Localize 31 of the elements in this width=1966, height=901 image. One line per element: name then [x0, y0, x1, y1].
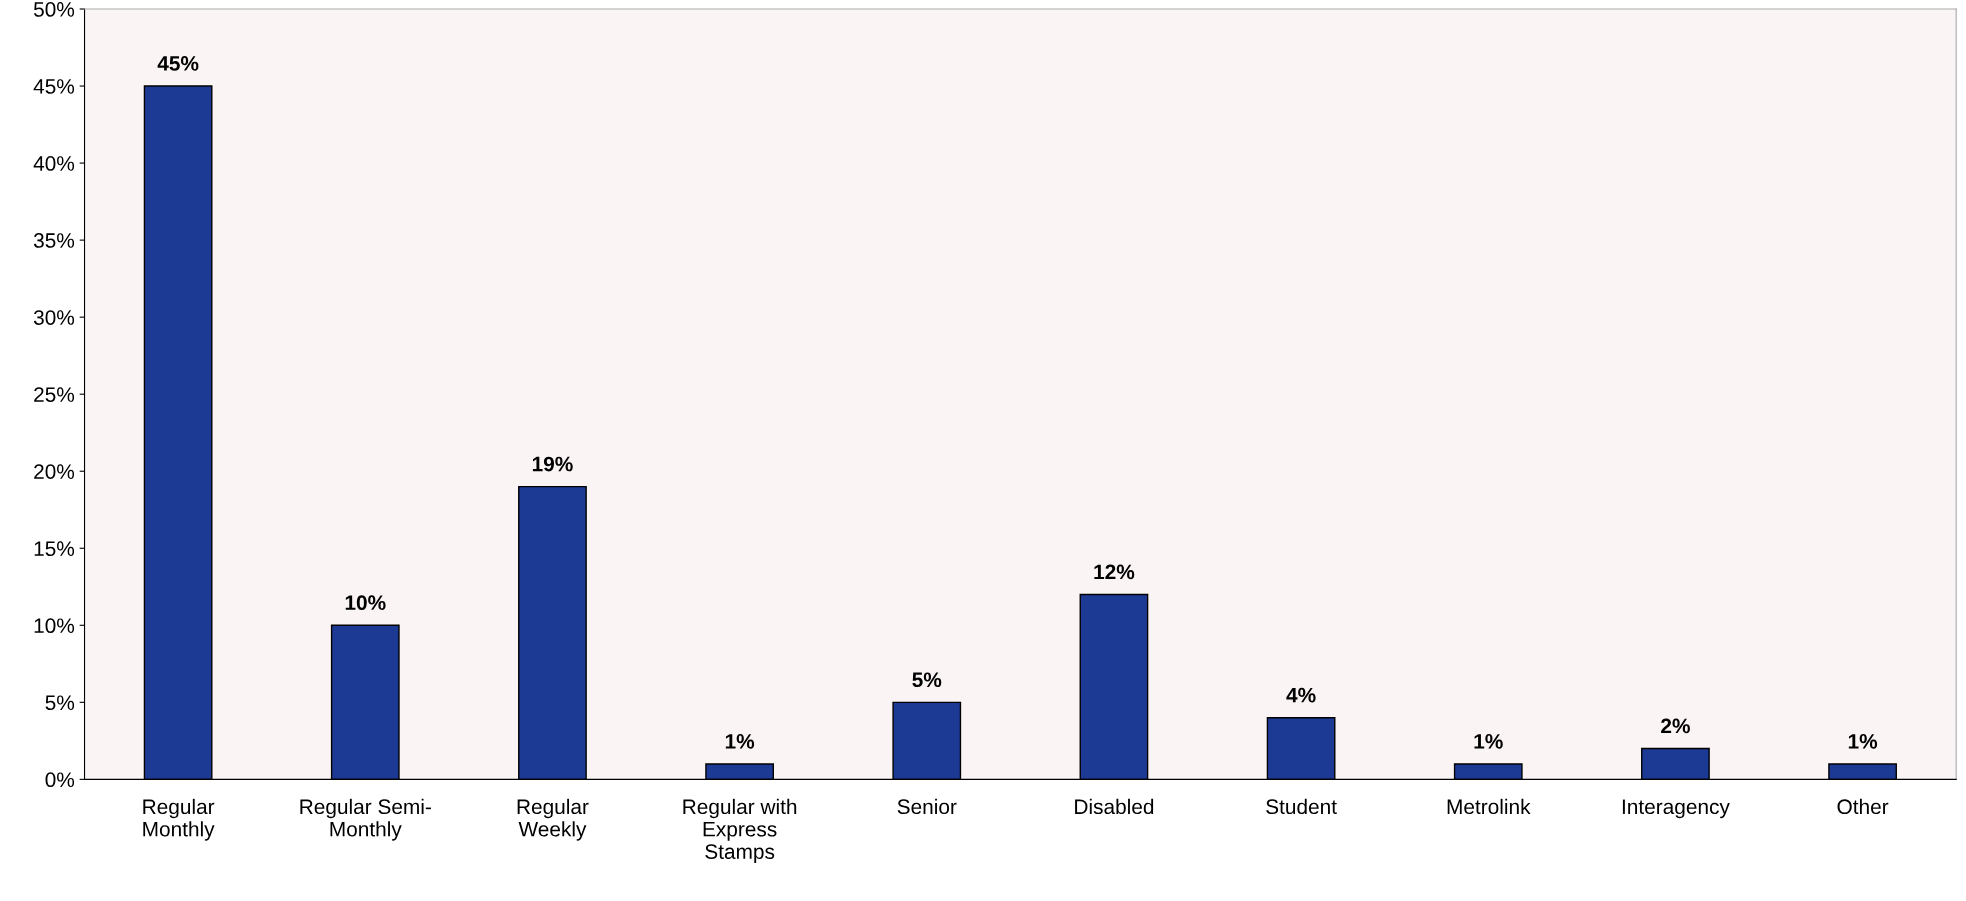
- data-label: 1%: [725, 734, 755, 749]
- data-label: 1%: [1474, 734, 1503, 749]
- y-tick-label: 40%: [33, 156, 75, 171]
- data-label: 10%: [345, 595, 386, 611]
- x-tick-label: Interagency: [1622, 799, 1730, 819]
- x-tick-label: Regular with Express Stamps: [683, 798, 797, 864]
- y-tick-label: 10%: [34, 618, 75, 634]
- data-label: 12%: [1094, 564, 1135, 580]
- data-label: 4%: [1286, 687, 1316, 703]
- x-tick-label: Metrolink: [1447, 798, 1531, 815]
- x-tick-label: Other: [1837, 798, 1889, 815]
- y-tick-label: 35%: [33, 233, 75, 248]
- y-tick-label: 45%: [33, 79, 75, 94]
- y-tick-label: 50%: [33, 2, 75, 17]
- data-label: 45%: [157, 56, 199, 71]
- y-tick-label: 15%: [34, 541, 75, 557]
- data-label: 2%: [1661, 718, 1690, 734]
- y-tick-label: 30%: [33, 310, 75, 325]
- data-label: 5%: [912, 672, 942, 688]
- x-tick-label: Regular Monthly: [143, 798, 215, 841]
- y-tick-label: 5%: [45, 695, 75, 711]
- y-tick-label: 0%: [45, 772, 75, 788]
- x-tick-label: Regular Semi- Monthly: [300, 798, 431, 841]
- data-label: 19%: [532, 456, 573, 472]
- x-tick-label: Regular Weekly: [517, 798, 589, 841]
- x-tick-label: Senior: [897, 798, 957, 815]
- y-tick-label: 25%: [34, 387, 75, 402]
- data-label: 1%: [1848, 734, 1878, 749]
- x-tick-label: Student: [1266, 798, 1337, 815]
- x-tick-label: Disabled: [1075, 798, 1154, 815]
- y-tick-label: 20%: [34, 464, 75, 479]
